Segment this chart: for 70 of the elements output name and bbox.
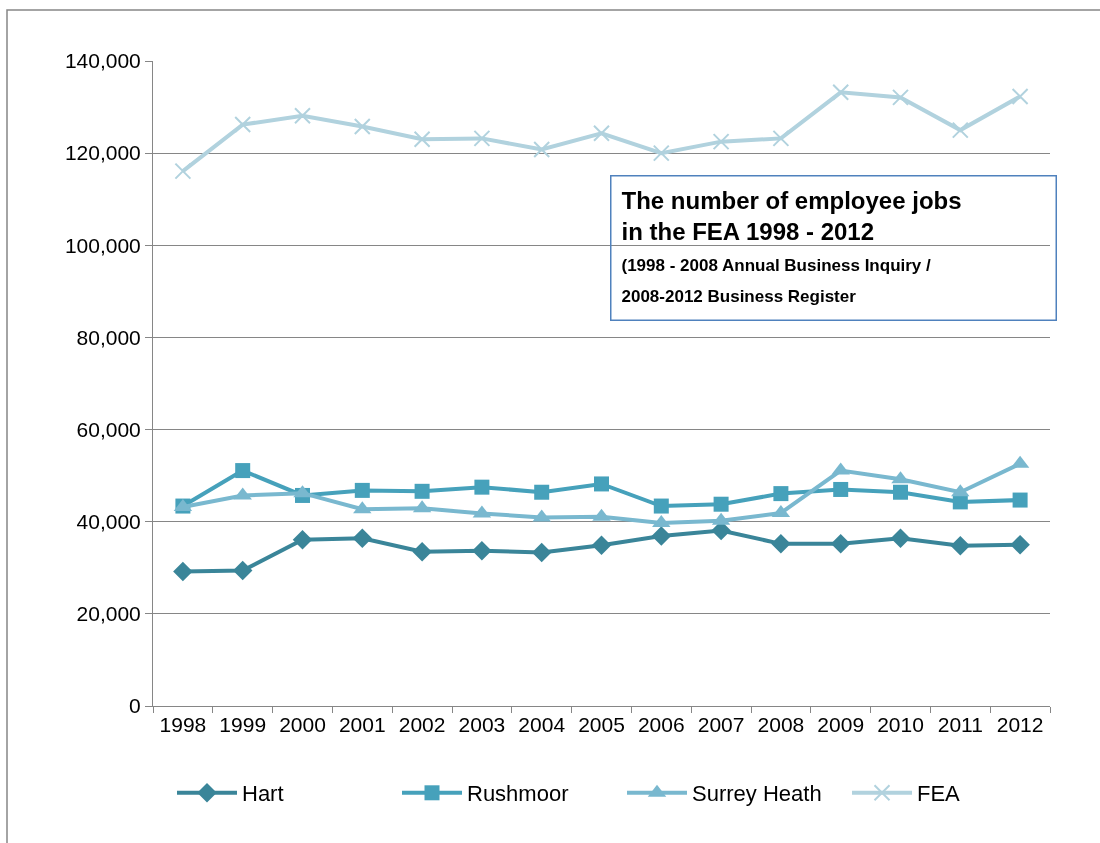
y-tick-label: 0: [129, 694, 141, 718]
point: [294, 107, 311, 125]
point: [594, 476, 609, 492]
point: [832, 83, 850, 101]
x-tick-label: 2004: [518, 713, 566, 737]
point: [234, 116, 252, 134]
point: [412, 541, 432, 562]
legend-label: Surrey Heath: [692, 781, 822, 807]
point: [292, 529, 313, 550]
x-tick-label: 2011: [937, 713, 983, 737]
x-tick-label: 2006: [637, 713, 685, 737]
point: [354, 482, 370, 498]
point: [414, 483, 430, 499]
point: [712, 133, 730, 151]
point: [892, 88, 909, 106]
x-tick-label: 1999: [219, 713, 267, 737]
legend-label: FEA: [917, 781, 961, 807]
point: [951, 121, 969, 139]
x-tick-label: 2007: [697, 713, 745, 737]
annotation: (1998 - 2008 Annual Business Inquiry / 2008-2012 Business Register: [621, 255, 932, 307]
point: [890, 528, 911, 549]
y-tick-label: 100,000: [64, 233, 141, 257]
x-tick-label: 2005: [578, 713, 625, 737]
x-tick-label: 2002: [398, 713, 446, 737]
point: [653, 498, 669, 514]
y-tick-label: 140,000: [64, 49, 141, 73]
point: [353, 117, 371, 135]
point: [472, 540, 492, 561]
x-tick-label: 2012: [996, 713, 1044, 737]
legend-label: Hart: [242, 781, 284, 807]
y-tick-label: 80,000: [76, 325, 141, 349]
x-tick-label: 2008: [757, 713, 805, 737]
point: [950, 535, 971, 556]
y-tick-label: 40,000: [76, 510, 141, 534]
x-tick-label: 2010: [877, 713, 924, 737]
point: [174, 162, 192, 180]
y-tick-label: 60,000: [76, 417, 141, 441]
y-tick-label: 20,000: [76, 602, 141, 626]
point: [830, 534, 851, 554]
point: [533, 140, 551, 158]
point: [591, 535, 612, 555]
point: [1012, 492, 1028, 508]
point: [651, 526, 672, 546]
point: [352, 528, 373, 549]
point: [473, 129, 491, 147]
point: [773, 486, 789, 502]
x-tick-label: 2001: [338, 713, 386, 737]
x-tick-label: 2003: [458, 713, 506, 737]
legend-label: Rushmoor: [467, 781, 569, 807]
point: [534, 484, 550, 500]
annotation: The number of employee jobs in the FEA 1998 - 2012: [621, 186, 962, 245]
point: [1011, 87, 1029, 105]
point: [652, 144, 670, 162]
point: [413, 130, 431, 148]
point: [232, 560, 253, 581]
x-tick-label: 2000: [279, 713, 326, 737]
point: [474, 479, 490, 495]
point: [772, 129, 790, 147]
point: [771, 534, 791, 554]
point: [593, 124, 610, 142]
y-tick-label: 120,000: [64, 141, 141, 165]
point: [1010, 535, 1030, 555]
point: [893, 484, 908, 500]
x-tick-label: 2009: [817, 713, 865, 737]
point: [833, 481, 849, 497]
point: [173, 561, 193, 582]
point: [531, 542, 552, 563]
point: [235, 463, 251, 479]
point: [713, 496, 729, 512]
x-tick-label: 1998: [159, 713, 207, 737]
